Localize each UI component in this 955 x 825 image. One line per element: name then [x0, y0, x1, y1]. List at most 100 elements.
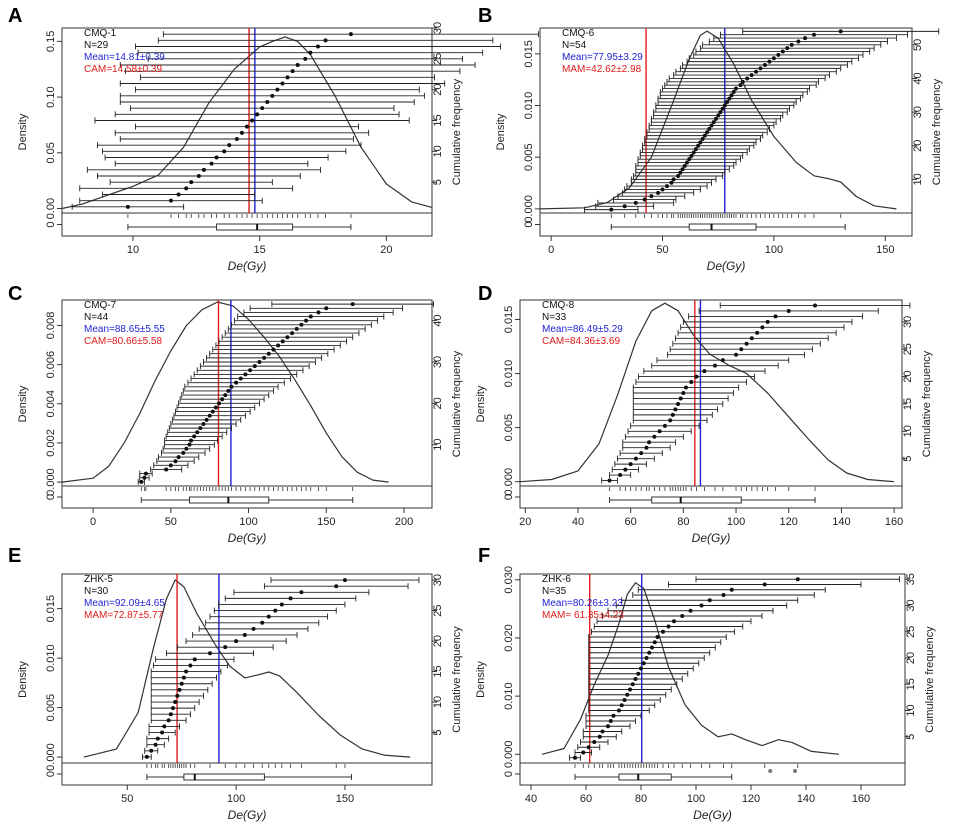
x-tick-label: 80 — [677, 516, 689, 528]
data-point — [707, 126, 712, 131]
data-point — [682, 163, 687, 168]
data-point — [323, 38, 328, 43]
sample-label: CMQ-6 — [562, 28, 595, 39]
data-point — [168, 712, 173, 717]
data-point — [650, 645, 654, 650]
data-point — [687, 157, 692, 162]
data-point — [184, 186, 189, 191]
data-point — [691, 150, 696, 155]
data-point — [669, 180, 674, 185]
data-point — [738, 83, 743, 88]
data-point — [176, 192, 181, 197]
y2-tick-label: 30 — [902, 316, 914, 328]
y2-tick-label: 10 — [905, 704, 917, 716]
n-label: N=29 — [84, 40, 109, 51]
sample-label: CMQ-7 — [84, 300, 117, 311]
y2-tick-label: 10 — [912, 173, 924, 185]
data-point — [731, 89, 736, 94]
y-tick-label: 0.000 — [503, 468, 515, 496]
y-tick-label: 0.015 — [45, 595, 57, 623]
data-point — [342, 578, 347, 583]
data-point — [740, 79, 745, 84]
data-point — [622, 698, 627, 702]
x-tick-label: 60 — [580, 793, 592, 805]
data-point — [725, 100, 730, 104]
data-point — [177, 687, 182, 692]
panel-b: B 0.000 0.005 0.010 0.015 0 10 20 30 40 50 0 50 100 15… — [478, 5, 943, 273]
data-point — [633, 677, 638, 681]
data-point — [678, 396, 683, 401]
data-point — [175, 693, 180, 698]
data-point — [270, 93, 275, 98]
data-point — [785, 46, 790, 51]
data-point — [149, 748, 154, 753]
y2-axis-title: Cumulative frequency — [931, 78, 943, 185]
data-point — [689, 380, 694, 385]
y2-tick-label: 20 — [912, 140, 924, 152]
data-point — [617, 708, 621, 713]
data-point — [295, 63, 300, 67]
n-label: N=35 — [542, 586, 567, 597]
data-point — [749, 73, 754, 78]
plot-frame — [539, 27, 913, 237]
data-point — [718, 110, 723, 115]
data-point — [227, 143, 232, 148]
data-point — [647, 650, 652, 655]
y2-tick-label: 30 — [912, 106, 924, 118]
y-tick-label: 0.005 — [45, 694, 57, 722]
y-tick-label: 0.10 — [45, 86, 57, 107]
data-point — [721, 593, 726, 597]
y-tick-label: 0.000 — [503, 741, 515, 769]
data-point — [592, 740, 597, 744]
y2-tick-label: 25 — [902, 343, 914, 355]
y-axis-title: Density — [17, 113, 29, 150]
y-tick-label: 0.008 — [45, 312, 57, 340]
data-point — [597, 734, 602, 739]
data-point — [260, 106, 265, 111]
data-point — [308, 50, 313, 55]
data-point — [713, 116, 718, 121]
sample-label: CMQ-8 — [542, 300, 575, 311]
data-point — [707, 598, 712, 603]
data-point — [222, 149, 227, 154]
y2-tick-label: 15 — [902, 398, 914, 410]
y2-tick-label: 5 — [432, 179, 444, 185]
data-point — [168, 198, 173, 203]
panel-f: F 0.000 0.010 0.020 0.030 0 5 10 15 20 25 30 35 40 60 8… — [475, 545, 936, 822]
data-point — [676, 401, 681, 406]
data-point — [639, 666, 643, 671]
y-tick-label: 0.010 — [523, 92, 535, 120]
data-point — [262, 355, 267, 360]
data-point — [619, 703, 624, 708]
data-point — [739, 347, 744, 352]
x-tick-label: 120 — [780, 516, 798, 528]
x-tick-label: 100 — [765, 244, 783, 256]
x-axis-title: De(Gy) — [693, 808, 732, 822]
data-point — [630, 682, 635, 687]
y2-tick-label: 15 — [432, 665, 444, 677]
strip-tick-label: 0 — [523, 221, 535, 227]
data-point — [234, 380, 239, 385]
y2-tick-label: 20 — [432, 84, 444, 96]
x-tick-label: 100 — [727, 516, 745, 528]
data-point — [153, 742, 158, 747]
data-point — [705, 130, 710, 135]
data-point — [696, 143, 701, 148]
x-tick-label: 100 — [227, 793, 245, 805]
data-point — [694, 374, 699, 379]
mean-label: Mean=14.81±0.39 — [84, 52, 165, 63]
box-outlier — [793, 769, 797, 773]
mean-label: Mean=88.65±5.55 — [84, 324, 165, 335]
data-point — [207, 413, 212, 418]
data-point — [668, 418, 673, 423]
data-point — [276, 343, 281, 348]
y2-tick-label: 40 — [432, 315, 444, 327]
data-point — [680, 167, 685, 172]
data-point — [255, 112, 260, 117]
data-point — [144, 754, 149, 759]
y-axis-title: Density — [495, 113, 507, 150]
x-tick-label: 15 — [254, 244, 266, 256]
data-point — [315, 44, 320, 49]
y2-axis-title: Cumulative frequency — [921, 350, 933, 457]
y-tick-label: 0.00 — [45, 198, 57, 219]
